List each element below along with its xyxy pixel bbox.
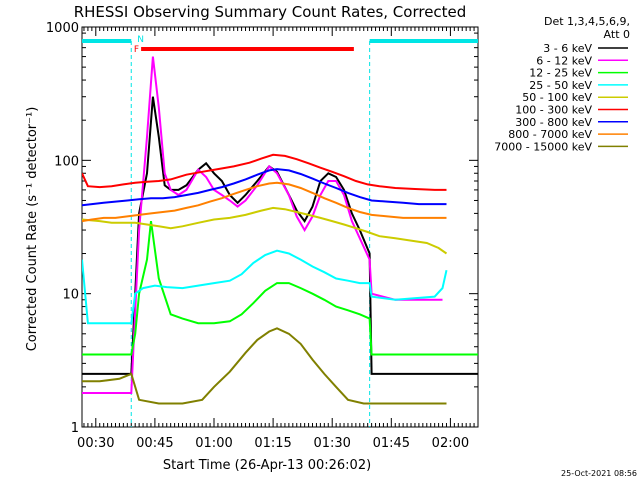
legend-entry-label: 3 - 6 keV: [543, 42, 592, 55]
legend-entry-label: 100 - 300 keV: [515, 104, 592, 117]
legend-header-attenuator: Att 0: [604, 28, 630, 41]
series-line-0: [82, 96, 478, 375]
night-flag-label: N: [137, 35, 144, 45]
plot-frame: [81, 26, 479, 428]
legend-entry-label: 800 - 7000 keV: [508, 128, 592, 141]
x-tick-label: 01:00: [195, 436, 232, 451]
legend-entry-label: 12 - 25 keV: [529, 67, 592, 80]
series-line-3: [82, 249, 448, 325]
x-tick-label: 01:30: [313, 436, 350, 451]
x-tick-label: 00:30: [77, 436, 114, 451]
x-tick-label: 01:15: [254, 436, 291, 451]
series-line-8: [82, 327, 447, 405]
chart-title: RHESSI Observing Summary Count Rates, Co…: [74, 3, 467, 21]
y-tick-label: 1: [71, 421, 79, 436]
legend-entry-label: 300 - 800 keV: [515, 116, 592, 129]
series-line-4: [82, 206, 448, 255]
y-tick-label: 1000: [46, 21, 79, 36]
x-tick-label: 02:00: [432, 436, 469, 451]
series-line-5: [82, 153, 447, 191]
plot-area: 1 10 100 1000 00:30 00:45 01:00 01:15 01:30 01:45…: [46, 21, 628, 451]
legend-entry-label: 7000 - 15000 keV: [494, 140, 592, 153]
y-tick-label: 100: [54, 154, 79, 169]
flare-flag-label: F: [134, 45, 139, 55]
x-axis-label: Start Time (26-Apr-13 00:26:02): [163, 458, 371, 473]
x-tick-label: 00:45: [136, 436, 173, 451]
series-line-2: [82, 220, 478, 356]
x-tick-label: 01:45: [373, 436, 410, 451]
legend-entry-label: 50 - 100 keV: [522, 91, 592, 104]
legend-header-detectors: Det 1,3,4,5,6,9,: [544, 15, 630, 28]
generation-timestamp: 25-Oct-2021 08:56: [561, 469, 637, 478]
legend-entry-label: 6 - 12 keV: [536, 54, 592, 67]
y-tick-label: 10: [62, 288, 79, 303]
series-line-7: [82, 181, 447, 223]
legend-entry-label: 25 - 50 keV: [529, 79, 592, 92]
series-line-6: [82, 168, 447, 207]
y-axis-label: Corrected Count Rate (s⁻¹ detector⁻¹): [25, 107, 40, 352]
